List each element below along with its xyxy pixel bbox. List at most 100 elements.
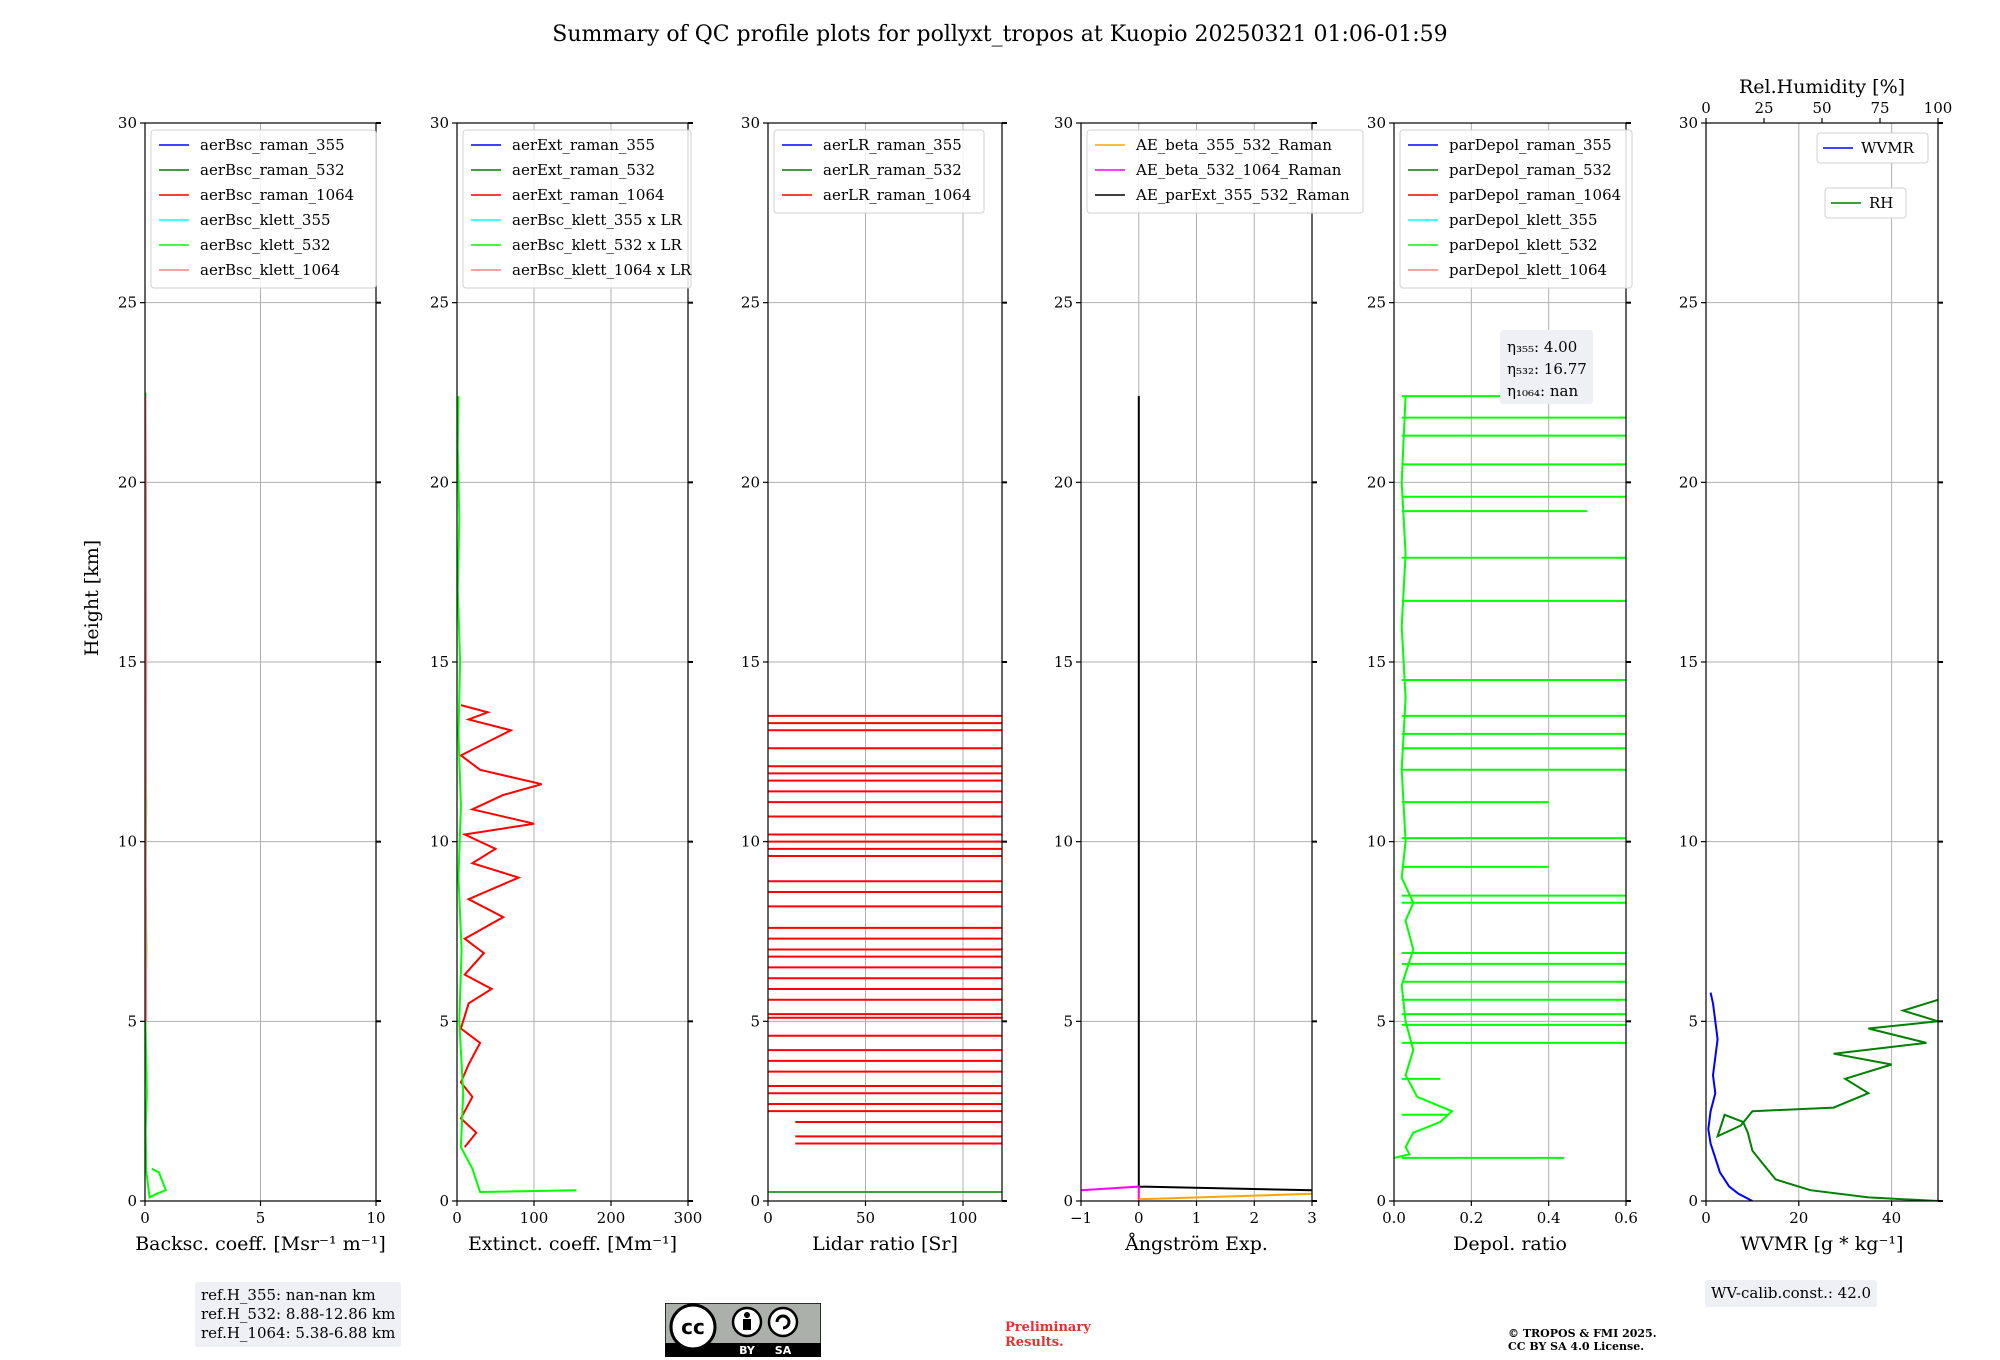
legend-label: aerBsc_klett_1064 x LR — [512, 261, 692, 279]
series-AE_beta_532_1064_Raman — [1081, 1185, 1140, 1201]
legend-label: aerBsc_klett_1064 — [200, 261, 340, 279]
y-tick-label: 30 — [741, 114, 760, 132]
legend-label: AE_beta_532_1064_Raman — [1135, 161, 1342, 179]
eta-value: η₃₅₅: 4.00 — [1507, 338, 1577, 356]
y-tick-label: 0 — [439, 1192, 449, 1210]
series-AE_parExt_355_532_Raman — [1137, 396, 1312, 1192]
series-parDepol_klett_532 — [1394, 396, 1454, 1159]
series-WVMR — [1707, 992, 1753, 1201]
svg-text:cc: cc — [681, 1315, 705, 1339]
x-axis-label: Extinct. coeff. [Mm⁻¹] — [468, 1233, 677, 1255]
series-AE_beta_355_532_Raman — [1138, 1192, 1312, 1201]
legend-label: parDepol_raman_532 — [1449, 161, 1612, 179]
legend-box — [1816, 132, 1929, 164]
y-tick-label: 5 — [1376, 1012, 1386, 1030]
y-tick-label: 10 — [1679, 833, 1698, 851]
legend-label: aerLR_raman_532 — [823, 161, 962, 179]
x-tick-label: 20 — [1789, 1209, 1808, 1227]
y-tick-label: 15 — [741, 653, 760, 671]
x-axis-label: Ångström Exp. — [1124, 1233, 1268, 1255]
y-tick-label: 0 — [1688, 1192, 1698, 1210]
legend-label: parDepol_raman_355 — [1449, 136, 1612, 154]
legend-box — [1399, 129, 1633, 289]
plot-area-wv — [1707, 992, 1938, 1201]
plot-area-lr — [768, 714, 1002, 1193]
y-tick-label: 10 — [430, 833, 449, 851]
y-tick-label: 5 — [1688, 1012, 1698, 1030]
y-tick-label: 10 — [118, 833, 137, 851]
legend-label: aerBsc_klett_532 — [200, 236, 331, 254]
y-tick-label: 5 — [127, 1012, 137, 1030]
legend-label: parDepol_klett_1064 — [1449, 261, 1607, 279]
x-tick-label: 0 — [1134, 1209, 1144, 1227]
x-axis-label: Lidar ratio [Sr] — [812, 1233, 958, 1255]
y-tick-label: 30 — [1054, 114, 1073, 132]
copyright-note: © TROPOS & FMI 2025. CC BY SA 4.0 Licens… — [1508, 1327, 1657, 1353]
y-tick-label: 10 — [741, 833, 760, 851]
series-RH — [1715, 998, 1938, 1201]
x-tick-label: 5 — [256, 1209, 266, 1227]
legend-label: aerBsc_raman_1064 — [200, 186, 354, 204]
preliminary-note: Preliminary Results. — [1005, 1320, 1091, 1350]
cc-sa-label: SA — [775, 1344, 792, 1357]
cc-by-sa-badge: cc BY SA — [665, 1303, 821, 1357]
x-tick-label: 0.6 — [1614, 1209, 1638, 1227]
eta-box — [1500, 330, 1593, 404]
y-tick-label: 30 — [430, 114, 449, 132]
y-tick-label: 20 — [1367, 473, 1386, 491]
legend-label: parDepol_klett_532 — [1449, 236, 1598, 254]
panel-depol: 0.0 0.2 0.4 0.6 0 5 10 15 20 25 30 Depol. ratio parD… — [1367, 114, 1638, 1255]
y-tick-label: 30 — [1367, 114, 1386, 132]
y-tick-label: 0 — [750, 1192, 760, 1210]
x-tick-label: 0 — [763, 1209, 773, 1227]
x-tick-label: 0.0 — [1382, 1209, 1406, 1227]
y-tick-label: 30 — [118, 114, 137, 132]
series-aerBsc_klett_532 — [145, 392, 168, 1199]
top-x-tick-label: 0 — [1701, 99, 1711, 117]
y-tick-label: 25 — [741, 294, 760, 312]
legend-box — [1824, 187, 1907, 219]
legend-label: aerLR_raman_355 — [823, 136, 962, 154]
legend-box — [1086, 129, 1364, 214]
top-x-axis-label: Rel.Humidity [%] — [1739, 76, 1905, 98]
series-aerBsc_klett_532 x LR — [457, 396, 577, 1194]
legend-label: AE_parExt_355_532_Raman — [1135, 186, 1350, 204]
y-tick-label: 15 — [430, 653, 449, 671]
y-tick-label: 25 — [430, 294, 449, 312]
legend-label: aerLR_raman_1064 — [823, 186, 971, 204]
legend-label: aerExt_raman_355 — [512, 136, 655, 154]
y-tick-label: 5 — [439, 1012, 449, 1030]
x-tick-label: 3 — [1307, 1209, 1317, 1227]
legend-label: aerBsc_klett_355 x LR — [512, 211, 683, 229]
wv-calib-box: WV-calib.const.: 42.0 — [1705, 1280, 1878, 1307]
legend-label: parDepol_raman_1064 — [1449, 186, 1621, 204]
y-tick-label: 0 — [1063, 1192, 1073, 1210]
y-tick-label: 10 — [1054, 833, 1073, 851]
y-tick-label: 5 — [750, 1012, 760, 1030]
legend-box — [773, 129, 985, 214]
legend-label: RH — [1869, 194, 1893, 212]
x-tick-label: 100 — [520, 1209, 549, 1227]
y-tick-label: 10 — [1367, 833, 1386, 851]
x-tick-label: 10 — [366, 1209, 385, 1227]
legend-label: aerBsc_klett_355 — [200, 211, 331, 229]
y-tick-label: 20 — [1054, 473, 1073, 491]
x-tick-label: −1 — [1070, 1209, 1092, 1227]
legend-label: aerExt_raman_532 — [512, 161, 655, 179]
ref-height-355: ref.H_355: nan-nan km — [201, 1286, 376, 1304]
x-tick-label: 0.2 — [1459, 1209, 1483, 1227]
y-tick-label: 15 — [1367, 653, 1386, 671]
y-tick-label: 20 — [1679, 473, 1698, 491]
y-tick-label: 30 — [1679, 114, 1698, 132]
y-tick-label: 0 — [1376, 1192, 1386, 1210]
legend-label: aerBsc_klett_532 x LR — [512, 236, 683, 254]
plot-area-bsc — [145, 392, 168, 1199]
panel-ext: 0 100 200 300 0 5 10 15 20 25 30 Extinct. coeff. [M… — [430, 114, 702, 1255]
x-tick-label: 300 — [674, 1209, 703, 1227]
eta-value: η₁₀₆₄: nan — [1507, 382, 1578, 400]
plot-area-ext — [457, 396, 577, 1194]
panel-wv: 0 20 40 0 5 10 15 20 25 30 WVMR [g * kg⁻¹] 0 25 50 75 1… — [1679, 76, 1952, 1255]
x-tick-label: 40 — [1882, 1209, 1901, 1227]
